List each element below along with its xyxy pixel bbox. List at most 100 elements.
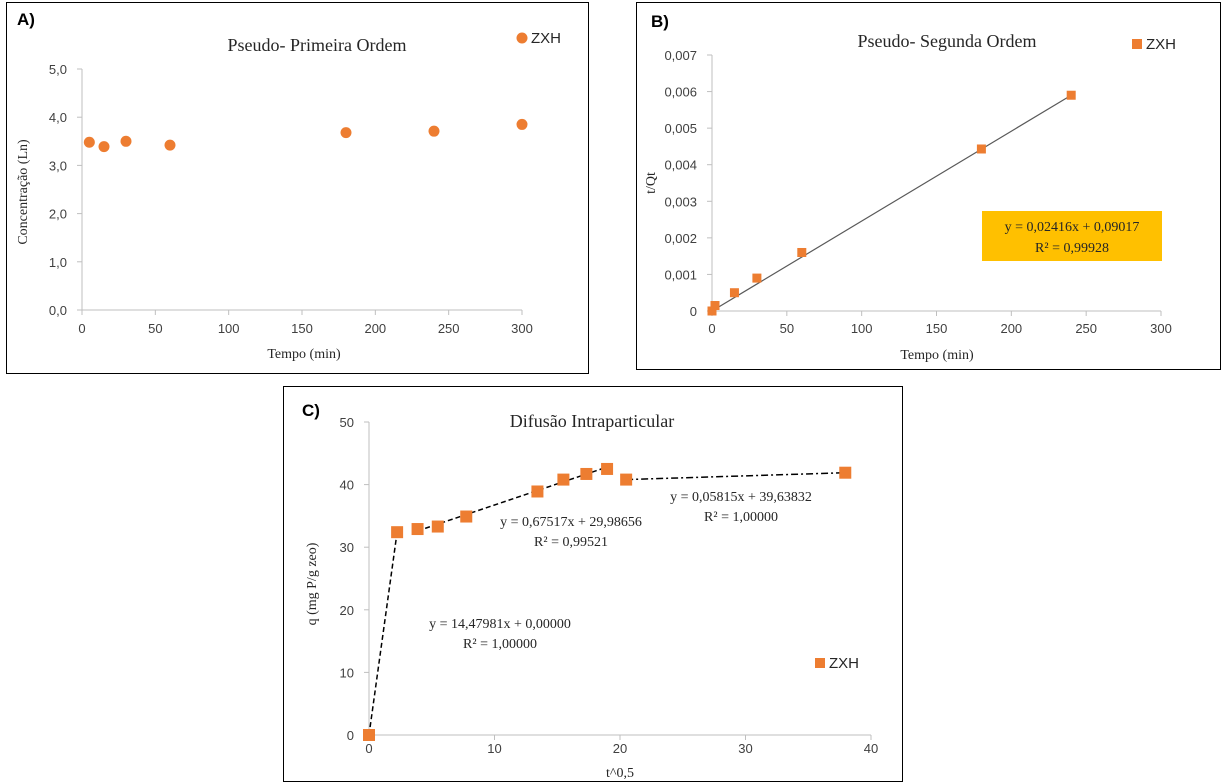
chart-title: Pseudo- Primeira Ordem	[228, 35, 407, 55]
x-tick-label: 300	[1150, 321, 1172, 336]
y-tick-label: 0,002	[664, 231, 697, 246]
y-axis-label: Concentração (Ln)	[16, 139, 31, 245]
x-tick-label: 200	[1000, 321, 1022, 336]
chart-panel-b: B) Pseudo- Segunda Ordem 0 50 100 150 200 250 30…	[636, 2, 1221, 370]
data-point	[391, 526, 404, 539]
x-tick-label: 300	[511, 321, 533, 336]
data-point	[601, 462, 614, 475]
legend-label: ZXH	[531, 30, 561, 47]
data-point	[557, 473, 570, 486]
y-tick-label: 0,0	[49, 303, 67, 318]
data-point	[531, 485, 544, 498]
r-squared-text: R² = 1,00000	[704, 510, 778, 525]
chart-b-svg: B) Pseudo- Segunda Ordem 0 50 100 150 200 250 30…	[644, 12, 1176, 363]
chart-a-svg: A) Pseudo- Primeira Ordem 0 50 100 150 200 250 3…	[16, 10, 561, 362]
trendline	[417, 466, 608, 532]
x-tick-label: 0	[708, 321, 715, 336]
y-tick-label: 20	[340, 603, 354, 618]
y-tick-label: 0,003	[664, 194, 697, 209]
panel-label: B)	[651, 12, 669, 31]
x-tick-label: 30	[738, 741, 752, 756]
equation-text: y = 14,47981x + 0,00000	[429, 617, 571, 632]
data-point	[797, 247, 807, 257]
data-point	[839, 466, 852, 479]
x-tick-label: 100	[851, 321, 873, 336]
x-tick-label: 0	[78, 321, 85, 336]
x-tick-label: 150	[926, 321, 948, 336]
x-tick-label: 250	[1075, 321, 1097, 336]
x-tick-label: 20	[613, 741, 627, 756]
trendline	[626, 471, 846, 481]
x-tick-label: 50	[780, 321, 794, 336]
y-tick-label: 1,0	[49, 255, 67, 270]
x-tick-label: 50	[148, 321, 162, 336]
data-point	[164, 139, 176, 151]
legend-label: ZXH	[1146, 36, 1176, 53]
y-tick-label: 10	[340, 665, 354, 680]
chart-panel-a: A) Pseudo- Primeira Ordem 0 50 100 150 200 250 3…	[6, 2, 589, 374]
y-tick-label: 0,007	[664, 48, 697, 63]
panel-label: C)	[302, 401, 320, 420]
chart-title: Pseudo- Segunda Ordem	[858, 31, 1037, 51]
data-point	[120, 135, 132, 147]
data-point	[428, 125, 440, 137]
data-point	[363, 729, 375, 741]
x-axis-label: Tempo (min)	[267, 347, 341, 362]
data-point	[1066, 90, 1076, 100]
equation-box	[982, 211, 1162, 261]
legend-marker	[516, 32, 528, 44]
y-tick-label: 50	[340, 415, 354, 430]
equation-text: y = 0,02416x + 0,09017	[1005, 220, 1140, 235]
data-point	[710, 301, 720, 311]
data-point	[976, 144, 986, 154]
equation-text: y = 0,05815x + 39,63832	[670, 490, 812, 505]
x-tick-label: 250	[438, 321, 460, 336]
legend-label: ZXH	[829, 655, 859, 672]
y-tick-label: 0,001	[664, 267, 697, 282]
y-tick-label: 0,005	[664, 121, 697, 136]
data-point	[707, 306, 717, 316]
x-axis-label: t^0,5	[606, 766, 634, 781]
y-tick-label: 30	[340, 540, 354, 555]
data-point	[580, 467, 593, 480]
y-axis-label: t/Qt	[644, 172, 659, 194]
panel-label: A)	[17, 10, 35, 29]
y-tick-label: 3,0	[49, 158, 67, 173]
y-tick-label: 0,004	[664, 158, 697, 173]
x-tick-label: 10	[487, 741, 501, 756]
data-point	[752, 273, 762, 283]
data-point	[98, 141, 110, 153]
trendline	[711, 94, 1072, 312]
data-point	[460, 510, 473, 523]
r-squared-text: R² = 0,99521	[534, 535, 608, 550]
y-tick-label: 0	[690, 304, 697, 319]
data-point	[83, 136, 95, 148]
data-point	[340, 127, 352, 139]
legend-marker	[1132, 39, 1142, 49]
x-tick-label: 200	[364, 321, 386, 336]
data-point	[620, 473, 633, 486]
r-squared-text: R² = 0,99928	[1035, 241, 1109, 256]
legend-marker	[815, 658, 825, 668]
equation-text: y = 0,67517x + 29,98656	[500, 515, 642, 530]
trendline	[368, 532, 398, 736]
x-axis-label: Tempo (min)	[900, 348, 974, 363]
x-tick-label: 100	[218, 321, 240, 336]
x-tick-label: 40	[864, 741, 878, 756]
y-tick-label: 0,006	[664, 85, 697, 100]
y-tick-label: 4,0	[49, 110, 67, 125]
y-axis-label: q (mg P/g zeo)	[305, 542, 320, 625]
r-squared-text: R² = 1,00000	[463, 637, 537, 652]
data-point	[729, 288, 739, 298]
x-tick-label: 150	[291, 321, 313, 336]
chart-c-svg: C) Difusão Intraparticular 0 10 20 30 40 0 10 20 3…	[302, 401, 878, 781]
x-tick-label: 0	[365, 741, 372, 756]
y-tick-label: 40	[340, 478, 354, 493]
data-point	[431, 520, 444, 533]
data-point	[516, 118, 528, 130]
y-tick-label: 5,0	[49, 62, 67, 77]
chart-title: Difusão Intraparticular	[510, 411, 674, 431]
y-tick-label: 2,0	[49, 207, 67, 222]
data-point	[411, 523, 424, 536]
chart-panel-c: C) Difusão Intraparticular 0 10 20 30 40 0 10 20 3…	[283, 386, 903, 782]
